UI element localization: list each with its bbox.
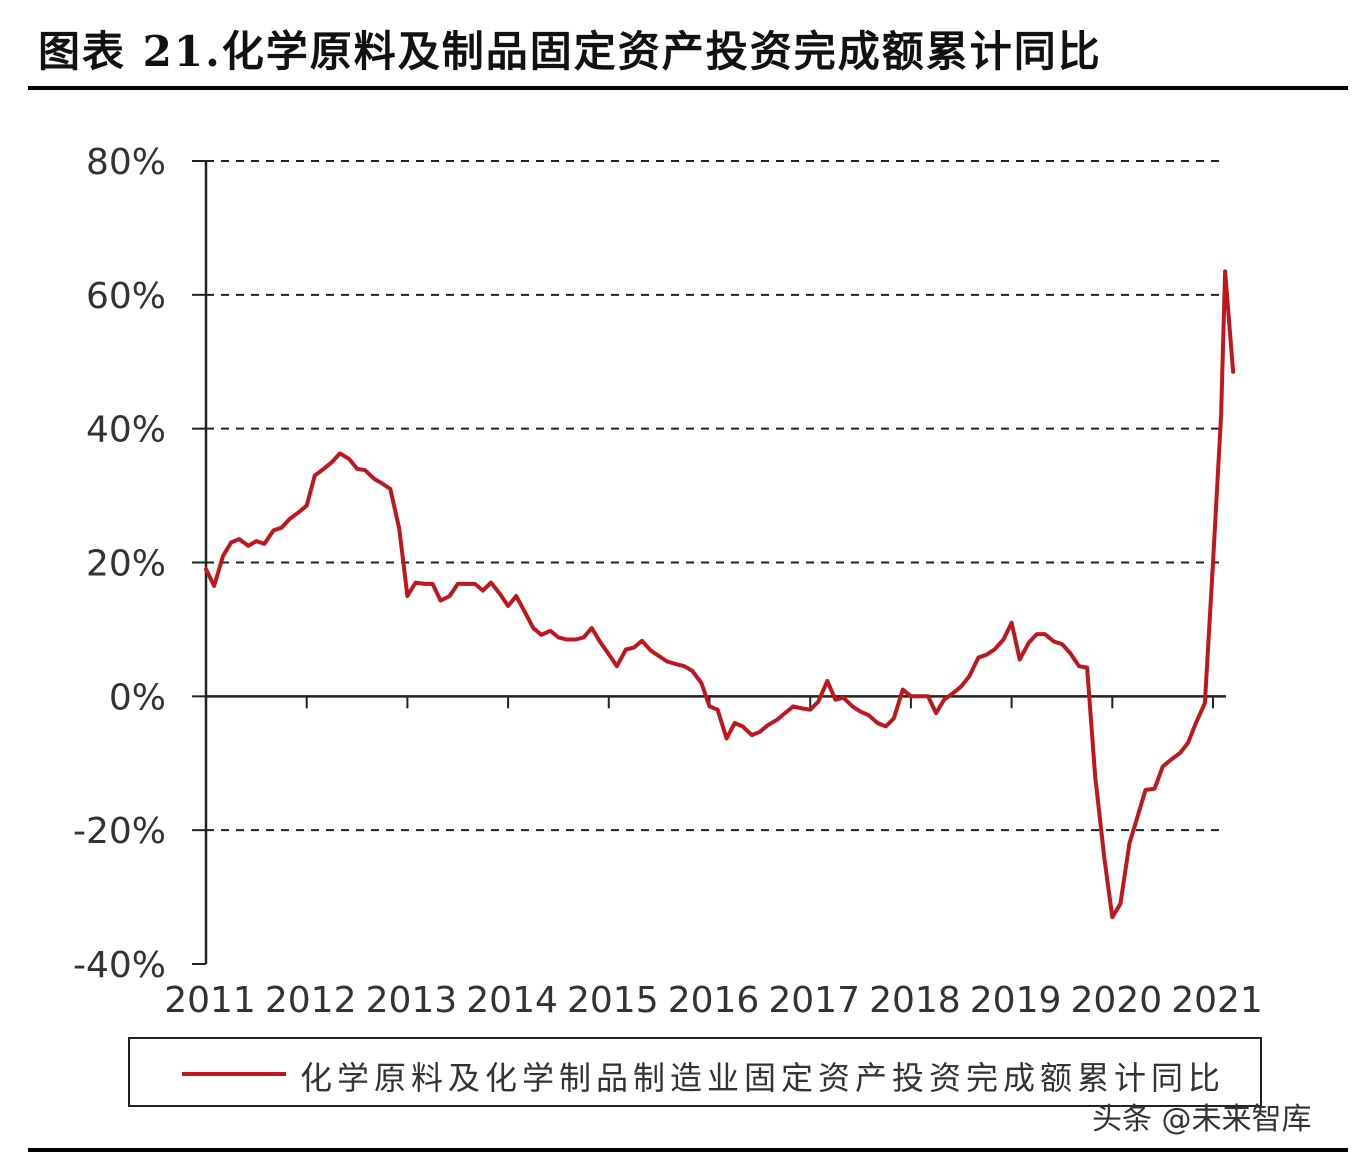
x-tick-label: 2015 <box>567 980 659 1021</box>
series-line-0 <box>204 269 1236 920</box>
y-tick-label: 20% <box>86 544 166 585</box>
x-tick-label: 2011 <box>164 980 256 1021</box>
y-tick-label: 0% <box>109 677 166 718</box>
y-axis-ticks: 80% 60% 40% 20% 0% -20% -40% <box>73 142 206 986</box>
x-tick-label: 2020 <box>1070 980 1162 1021</box>
x-axis-ticks: 2011 2012 2013 2014 2015 2016 2017 2018 2019 2020… <box>164 696 1263 1021</box>
x-tick-label: 2018 <box>869 980 961 1021</box>
y-tick-label: 40% <box>86 410 166 451</box>
x-tick-label: 2012 <box>265 980 357 1021</box>
legend-swatch <box>182 1072 286 1076</box>
x-tick-label: 2016 <box>668 980 760 1021</box>
x-tick-label: 2019 <box>970 980 1062 1021</box>
title-divider <box>28 86 1348 90</box>
x-tick-label: 2013 <box>366 980 458 1021</box>
grid-lines <box>206 160 1226 832</box>
watermark: 头条 @未来智库 <box>1092 1102 1312 1137</box>
y-tick-label: -40% <box>73 945 166 986</box>
legend-label: 化学原料及化学制品制造业固定资产投资完成额累计同比 <box>300 1059 1226 1097</box>
y-tick-label: 80% <box>86 142 166 183</box>
bottom-divider <box>28 1148 1348 1152</box>
series-layer <box>204 269 1236 920</box>
chart-title: 图表 21.化学原料及制品固定资产投资完成额累计同比 <box>38 27 1102 76</box>
x-tick-label: 2017 <box>768 980 860 1021</box>
y-tick-label: 60% <box>86 276 166 317</box>
x-tick-label: 2021 <box>1171 980 1263 1021</box>
legend: 化学原料及化学制品制造业固定资产投资完成额累计同比 <box>128 1037 1262 1107</box>
x-tick-label: 2014 <box>466 980 558 1021</box>
y-tick-label: -20% <box>73 811 166 852</box>
